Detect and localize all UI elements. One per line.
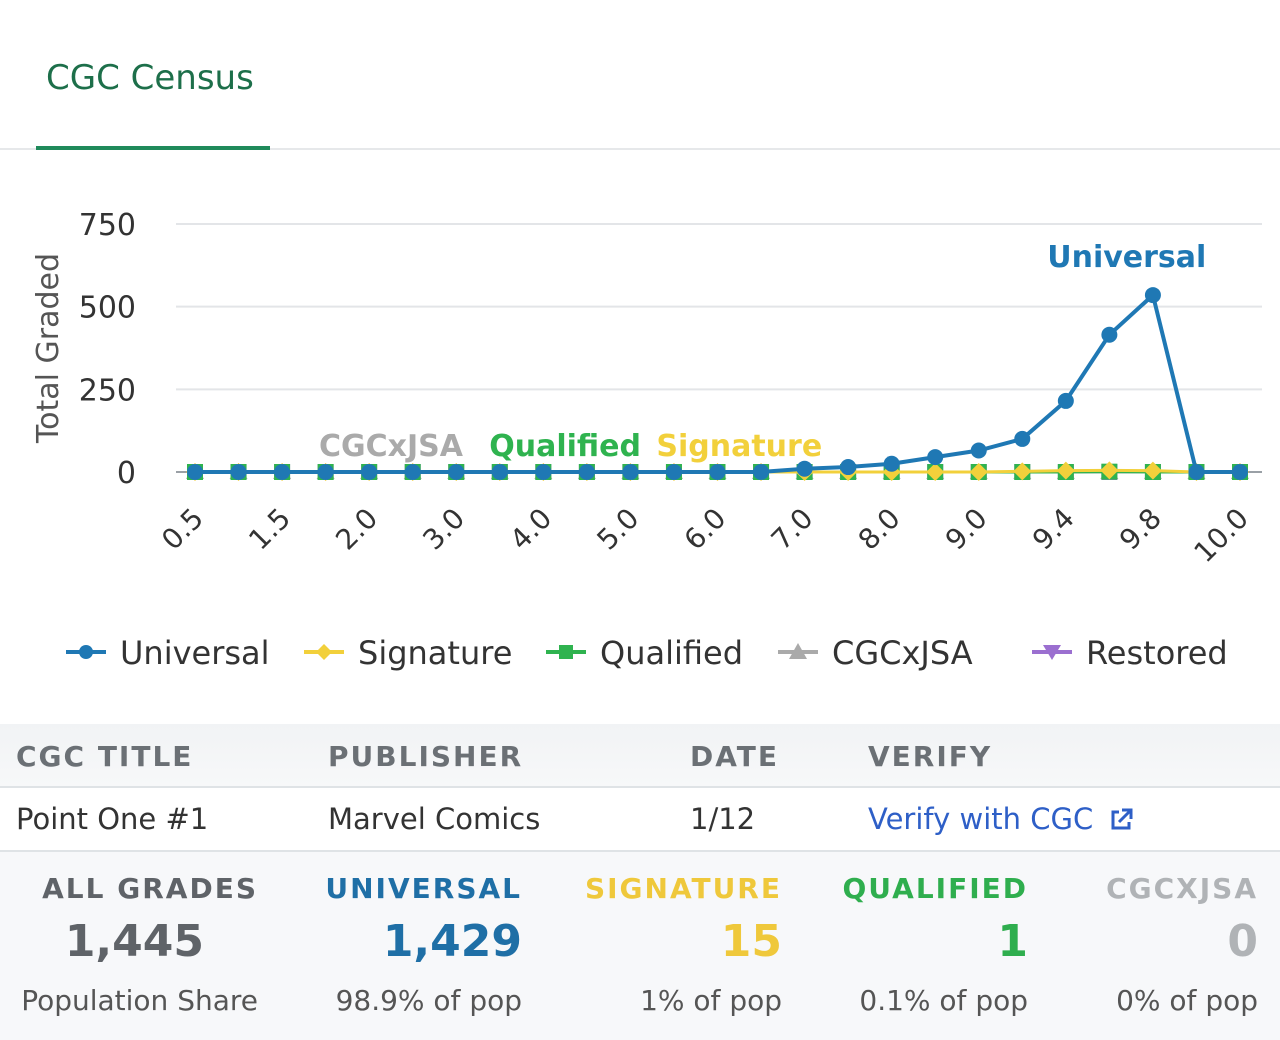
data-point-universal bbox=[535, 464, 552, 480]
legend-marker-restored bbox=[1032, 645, 1072, 660]
tab-cgc-census[interactable]: CGC Census bbox=[36, 0, 270, 150]
data-point-universal bbox=[1144, 287, 1161, 304]
tab-bar: CGC Census bbox=[0, 0, 1280, 150]
y-tick-label: 750 bbox=[79, 208, 136, 243]
legend-label: Qualified bbox=[600, 634, 744, 672]
series-label-qualified: Qualified bbox=[489, 429, 641, 464]
data-point-signature bbox=[1056, 461, 1075, 480]
data-point-signature bbox=[1143, 461, 1162, 480]
verify-link-label: Verify with CGC bbox=[868, 802, 1094, 836]
data-point-universal bbox=[274, 464, 291, 480]
census-chart: 0 250 500 750 Total Graded 0.5 1.5 2.0 3.0 4.0 5.0… bbox=[31, 208, 1262, 569]
data-point-universal bbox=[753, 464, 770, 480]
x-tick-label: 2.0 bbox=[329, 502, 384, 557]
data-point-universal bbox=[970, 442, 987, 459]
x-tick-label: 4.0 bbox=[503, 502, 558, 557]
table-row: Point One #1 Marvel Comics 1/12 Verify w… bbox=[0, 788, 1280, 852]
legend-label: Restored bbox=[1086, 634, 1228, 672]
series-label-cgcxjsa: CGCxJSA bbox=[319, 429, 464, 464]
x-tick-label: 10.0 bbox=[1188, 502, 1255, 569]
data-point-universal bbox=[578, 464, 595, 480]
stat-sub: 1% of pop bbox=[640, 984, 782, 1017]
data-point-universal bbox=[796, 460, 813, 477]
x-tick-label: 3.0 bbox=[416, 502, 471, 557]
stat-label: CGCXJSA bbox=[1106, 872, 1258, 905]
data-point-universal bbox=[883, 455, 900, 472]
data-point-universal bbox=[1101, 326, 1118, 343]
data-point-signature bbox=[926, 463, 945, 481]
y-axis-title: Total Graded bbox=[31, 253, 66, 444]
series-label-signature: Signature bbox=[656, 429, 822, 464]
series-label-universal: Universal bbox=[1047, 240, 1206, 275]
header-title: CGC TITLE bbox=[16, 740, 194, 773]
data-point-universal bbox=[665, 464, 682, 480]
y-tick-label: 500 bbox=[79, 291, 136, 326]
header-verify: VERIFY bbox=[868, 740, 993, 773]
cell-title: Point One #1 bbox=[16, 802, 209, 836]
active-tab-indicator bbox=[36, 146, 270, 150]
stat-label: UNIVERSAL bbox=[325, 872, 522, 905]
stat-sub: 0.1% of pop bbox=[859, 984, 1028, 1017]
stat-sub: Population Share bbox=[21, 984, 258, 1017]
y-tick-label: 0 bbox=[117, 456, 136, 491]
legend-marker-signature bbox=[304, 644, 344, 660]
stat-label: ALL GRADES bbox=[42, 872, 258, 905]
data-point-universal bbox=[404, 464, 421, 480]
data-point-universal bbox=[927, 449, 944, 466]
stat-sub: 98.9% of pop bbox=[335, 984, 522, 1017]
stat-label: QUALIFIED bbox=[842, 872, 1028, 905]
cell-date: 1/12 bbox=[690, 802, 756, 836]
stat-value: 1,445 bbox=[64, 916, 204, 967]
data-point-universal bbox=[1057, 392, 1074, 409]
x-tick-label: 9.0 bbox=[939, 502, 994, 557]
external-link-icon bbox=[1111, 808, 1133, 830]
data-point-signature bbox=[1100, 461, 1119, 480]
cell-publisher: Marvel Comics bbox=[328, 802, 541, 836]
x-tick-label: 9.4 bbox=[1026, 502, 1081, 557]
legend-label: Universal bbox=[120, 634, 270, 672]
data-point-universal bbox=[840, 459, 857, 476]
data-point-universal bbox=[448, 464, 465, 480]
x-tick-label: 6.0 bbox=[678, 502, 733, 557]
x-tick-label: 5.0 bbox=[591, 502, 646, 557]
stat-value: 15 bbox=[720, 916, 782, 967]
legend-marker-universal bbox=[66, 645, 106, 659]
data-point-signature bbox=[1013, 462, 1032, 481]
data-point-universal bbox=[317, 464, 334, 480]
data-point-universal bbox=[622, 464, 639, 480]
data-point-universal bbox=[1232, 464, 1248, 480]
population-stats: ALL GRADES 1,445 Population Share UNIVER… bbox=[0, 852, 1280, 1040]
chart-legend: Universal Signature Qualified CGCxJSA Re… bbox=[0, 620, 1280, 680]
x-tick-label: 0.5 bbox=[155, 502, 210, 557]
header-publisher: PUBLISHER bbox=[328, 740, 524, 773]
table-header: CGC TITLE PUBLISHER DATE VERIFY bbox=[0, 724, 1280, 788]
legend-marker-cgcxjsa bbox=[778, 643, 818, 659]
x-tick-label: 7.0 bbox=[765, 502, 820, 557]
verify-link[interactable]: Verify with CGC bbox=[868, 802, 1134, 836]
stat-value: 0 bbox=[1227, 916, 1258, 967]
data-point-universal bbox=[491, 464, 508, 480]
data-point-universal bbox=[709, 464, 726, 480]
x-tick-label: 8.0 bbox=[852, 502, 907, 557]
stat-value: 1 bbox=[997, 916, 1028, 967]
data-point-universal bbox=[187, 464, 203, 480]
header-date: DATE bbox=[690, 740, 779, 773]
x-tick-label: 9.8 bbox=[1113, 502, 1168, 557]
data-point-universal bbox=[230, 464, 247, 480]
stat-value: 1,429 bbox=[382, 916, 522, 967]
stat-sub: 0% of pop bbox=[1116, 984, 1258, 1017]
legend-marker-qualified bbox=[546, 645, 586, 659]
x-tick-label: 1.5 bbox=[242, 502, 297, 557]
data-point-signature bbox=[969, 463, 988, 481]
data-point-universal bbox=[361, 464, 378, 480]
legend-label: Signature bbox=[358, 634, 513, 672]
data-point-universal bbox=[1188, 464, 1205, 480]
stat-label: SIGNATURE bbox=[584, 872, 782, 905]
y-tick-label: 250 bbox=[79, 373, 136, 408]
data-point-universal bbox=[1014, 430, 1031, 447]
tab-label: CGC Census bbox=[46, 58, 254, 98]
legend-label: CGCxJSA bbox=[832, 634, 973, 672]
